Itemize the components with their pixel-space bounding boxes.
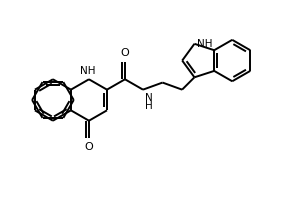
Text: O: O	[121, 48, 129, 58]
Text: NH: NH	[197, 39, 213, 49]
Text: O: O	[85, 142, 93, 152]
Text: NH: NH	[80, 66, 96, 76]
Text: N
H: N H	[145, 93, 153, 111]
